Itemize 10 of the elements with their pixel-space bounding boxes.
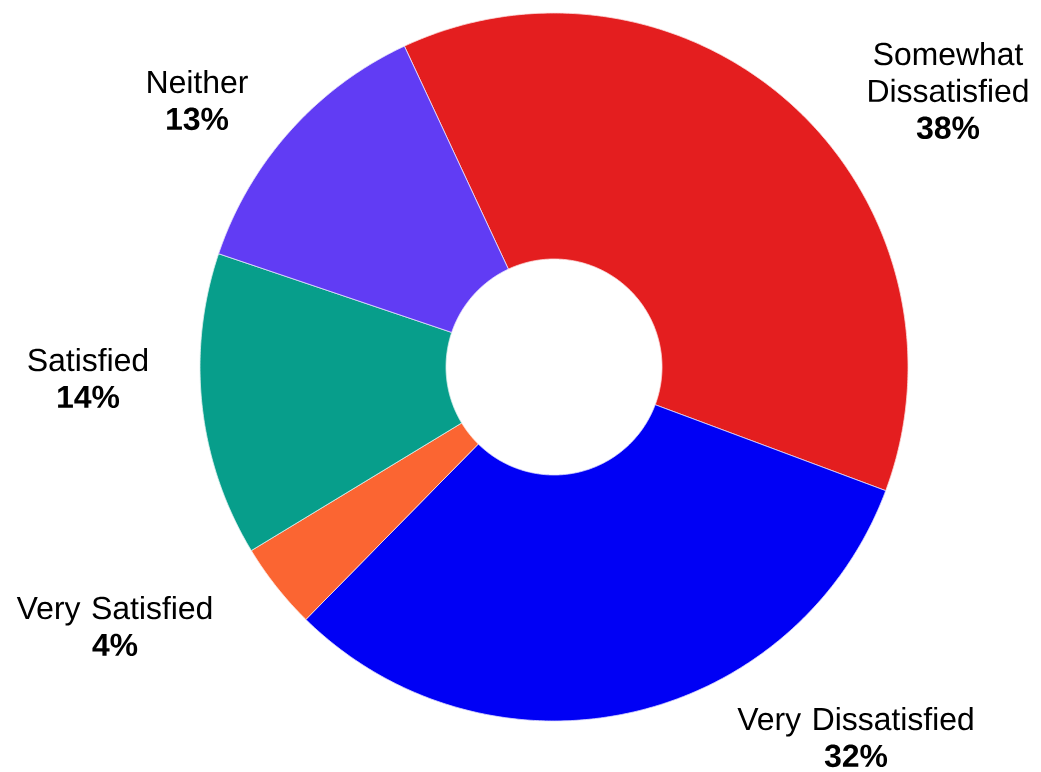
data-label: 4% [92, 633, 138, 657]
data-label: 32% [824, 744, 888, 768]
slice-label: Very Dissatisfied [737, 706, 973, 737]
slice-label: Very Satisfied [16, 595, 212, 626]
slice-label: Somewhat Dissatisfied [869, 41, 1028, 103]
slice-label: Neither [148, 69, 248, 94]
slice-label: Satisfied [28, 347, 148, 372]
data-label: 38% [916, 116, 980, 140]
data-label: 14% [58, 385, 120, 409]
data-label: 13% [167, 107, 229, 131]
